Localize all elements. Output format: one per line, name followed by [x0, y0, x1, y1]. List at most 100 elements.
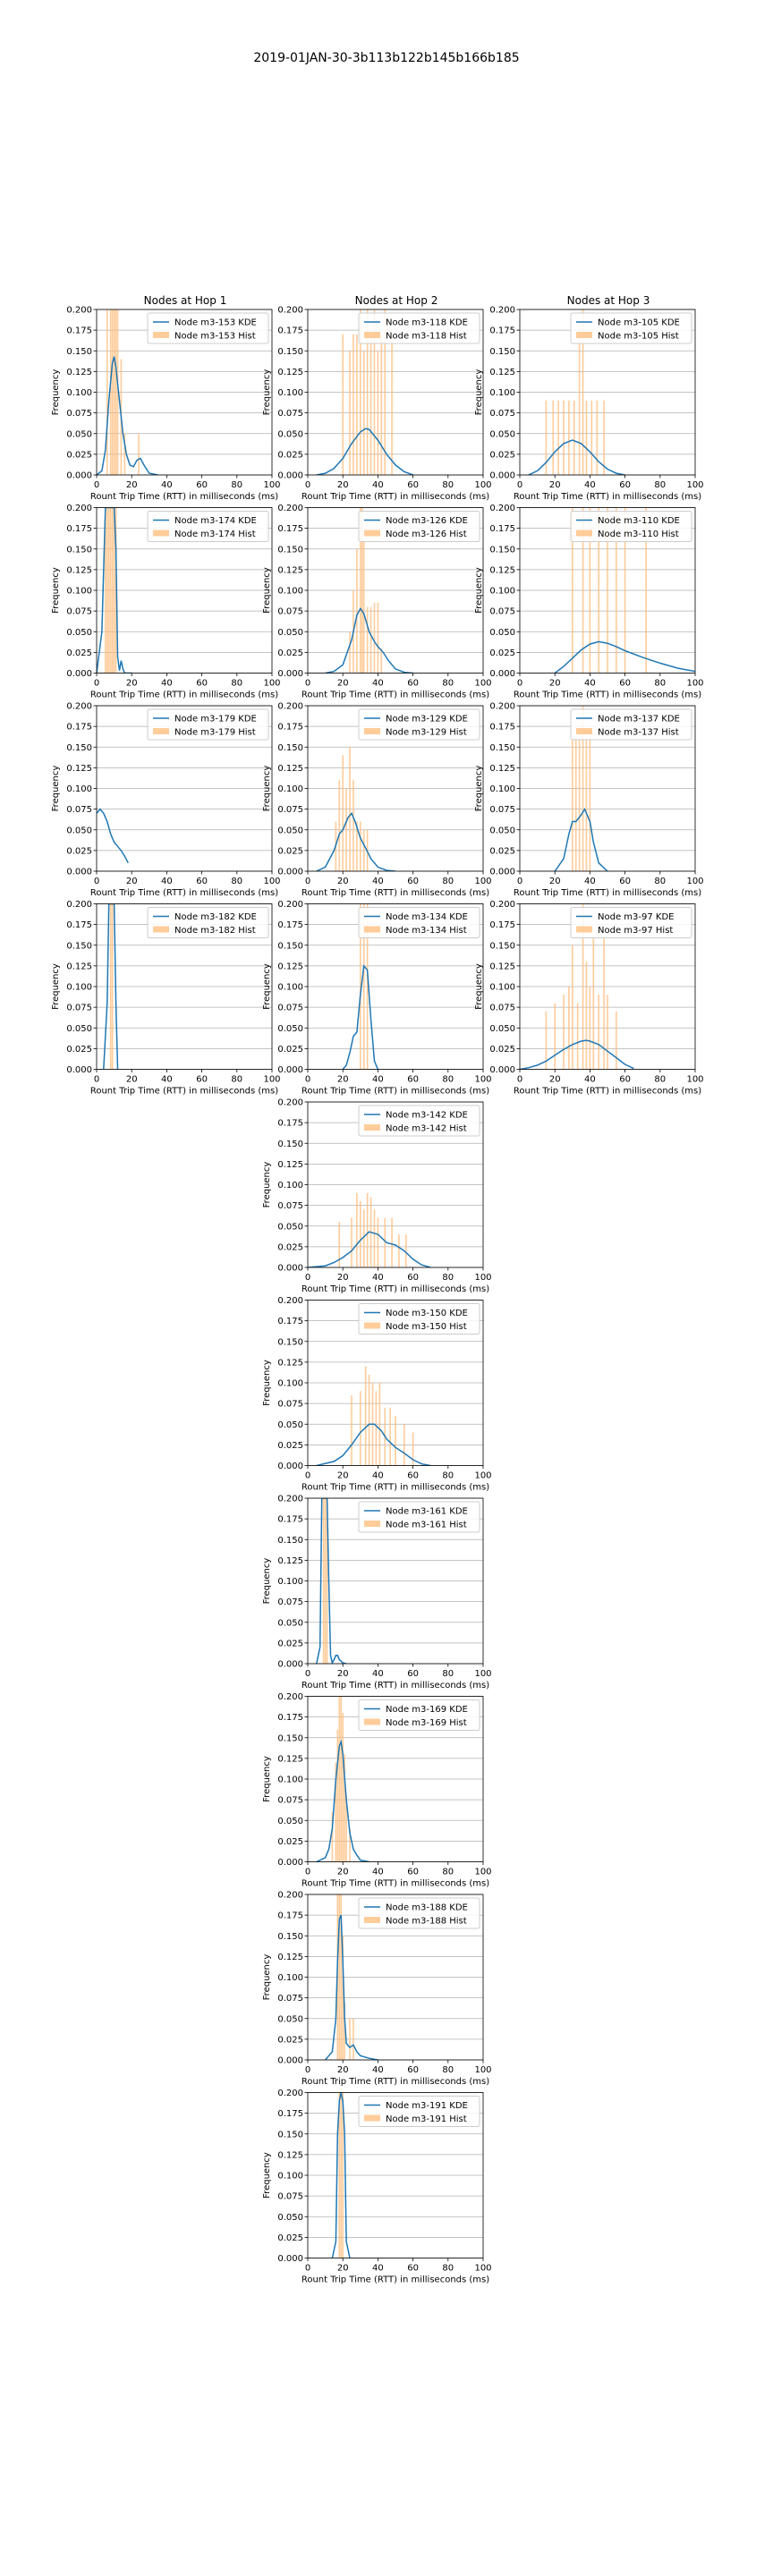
- hist-bar: [344, 1754, 345, 1862]
- y-tick-label: 0.050: [66, 826, 92, 835]
- y-tick-label: 0.200: [277, 2089, 303, 2098]
- hist-bar: [373, 1209, 376, 1267]
- y-tick-label: 0.200: [489, 900, 515, 910]
- y-tick-label: 0.025: [277, 1242, 303, 1252]
- y-tick-label: 0.050: [277, 1817, 303, 1826]
- hist-bars: [331, 1696, 351, 1862]
- x-tick-label: 60: [407, 1868, 419, 1877]
- x-tick-label: 100: [263, 877, 280, 886]
- legend-hist-swatch: [153, 530, 169, 537]
- hist-bar: [336, 1729, 339, 1862]
- y-tick-label: 0.075: [66, 805, 92, 815]
- y-tick-label: 0.150: [66, 545, 92, 555]
- hist-bar: [375, 1391, 378, 1466]
- y-tick-label: 0.025: [277, 2233, 303, 2243]
- y-tick-label: 0.100: [277, 1577, 303, 1587]
- y-tick-label: 0.175: [277, 1515, 303, 1525]
- y-tick-label: 0.200: [277, 1692, 303, 1702]
- hist-bar: [572, 739, 573, 871]
- y-tick-label: 0.025: [66, 1045, 92, 1055]
- hist-bars: [360, 903, 369, 1070]
- y-tick-label: 0.025: [277, 846, 303, 856]
- legend-hist-label: Node m3-137 Hist: [598, 728, 679, 738]
- kde-line: [308, 1231, 431, 1267]
- hist-bar: [598, 995, 599, 1070]
- x-tick-label: 0: [94, 877, 99, 886]
- plot-frame: [96, 507, 273, 674]
- hist-bar: [349, 2018, 351, 2060]
- hist-bar: [342, 2092, 344, 2258]
- legend-box: [570, 708, 692, 741]
- y-tick-label: 0.025: [66, 450, 92, 460]
- legend-hist-swatch: [364, 1718, 380, 1725]
- legend-box: [147, 907, 269, 938]
- legend-hist-label: Node m3-179 Hist: [174, 728, 256, 738]
- y-axis-label: Frequency: [51, 567, 61, 614]
- plot-frame: [519, 705, 696, 872]
- x-axis-label: Rount Trip Time (RTT) in milliseconds (m…: [302, 1681, 489, 1690]
- y-tick-label: 0.050: [277, 628, 303, 638]
- legend-kde-label: Node m3-97 KDE: [598, 912, 674, 922]
- legend-box: [358, 907, 480, 938]
- x-tick-label: 20: [337, 1075, 349, 1085]
- legend-hist-swatch: [364, 1124, 380, 1131]
- hist-bar: [563, 400, 565, 475]
- plot-frame: [307, 903, 484, 1070]
- y-tick-label: 0.150: [277, 1733, 303, 1743]
- x-tick-label: 60: [407, 2065, 419, 2075]
- x-tick-label: 80: [442, 1669, 454, 1679]
- plot-frame: [307, 507, 484, 674]
- y-tick-label: 0.075: [277, 1400, 303, 1410]
- hist-bar: [552, 400, 555, 475]
- y-tick-label: 0.000: [489, 471, 515, 481]
- hist-bar: [351, 1394, 353, 1466]
- x-tick-label: 40: [584, 480, 596, 490]
- subplot-m3-134: 0.000 0.025 0.050 0.075 0.100 0.125 0.150 0.175…: [262, 900, 492, 1097]
- hist-bar: [576, 1003, 579, 1070]
- legend: Node m3-126 KDE Node m3-126 Hist: [358, 511, 480, 542]
- hist-bar: [338, 2092, 341, 2258]
- x-tick-label: 80: [442, 1273, 454, 1283]
- x-tick-label: 80: [442, 2264, 454, 2274]
- x-tick-label: 40: [584, 1075, 596, 1085]
- y-tick-label: 0.025: [277, 1639, 303, 1648]
- hist-bar: [138, 433, 140, 475]
- kde-line: [554, 807, 608, 871]
- legend-kde-label: Node m3-161 KDE: [386, 1507, 468, 1517]
- y-tick-label: 0.075: [277, 1597, 303, 1607]
- x-tick-label: 80: [654, 1075, 666, 1085]
- hist-bar: [377, 602, 379, 674]
- legend-kde-label: Node m3-126 KDE: [386, 516, 468, 526]
- hist-bar: [607, 507, 608, 674]
- legend-hist-swatch: [364, 2114, 380, 2122]
- y-tick-label: 0.200: [277, 1891, 303, 1901]
- y-tick-label: 0.075: [277, 607, 303, 617]
- x-tick-label: 0: [305, 877, 310, 886]
- hist-bars: [545, 309, 605, 475]
- hist-bar: [389, 1407, 391, 1466]
- x-tick-label: 0: [94, 480, 99, 490]
- x-tick-label: 60: [407, 1471, 419, 1481]
- x-tick-label: 60: [407, 877, 419, 886]
- y-tick-label: 0.000: [489, 868, 515, 877]
- y-tick-label: 0.050: [66, 628, 92, 638]
- hist-bar: [366, 309, 369, 475]
- hist-bar: [624, 507, 626, 674]
- y-tick-label: 0.050: [277, 1024, 303, 1034]
- kde-line: [97, 808, 129, 864]
- hist-bar: [356, 548, 358, 674]
- y-tick-label: 0.050: [277, 429, 303, 439]
- y-axis-label: Frequency: [474, 963, 484, 1010]
- y-tick-label: 0.125: [489, 962, 515, 971]
- x-tick-label: 60: [196, 877, 208, 886]
- y-axis-label: Frequency: [262, 1558, 272, 1605]
- y-tick-label: 0.000: [277, 868, 303, 877]
- hist-bar: [616, 507, 617, 674]
- x-tick-label: 0: [517, 1075, 522, 1085]
- y-tick-label: 0.125: [277, 565, 303, 575]
- x-tick-label: 40: [372, 1075, 384, 1085]
- x-axis-label: Rount Trip Time (RTT) in milliseconds (m…: [302, 1087, 489, 1097]
- legend-hist-label: Node m3-97 Hist: [598, 926, 673, 936]
- legend-box: [147, 312, 269, 344]
